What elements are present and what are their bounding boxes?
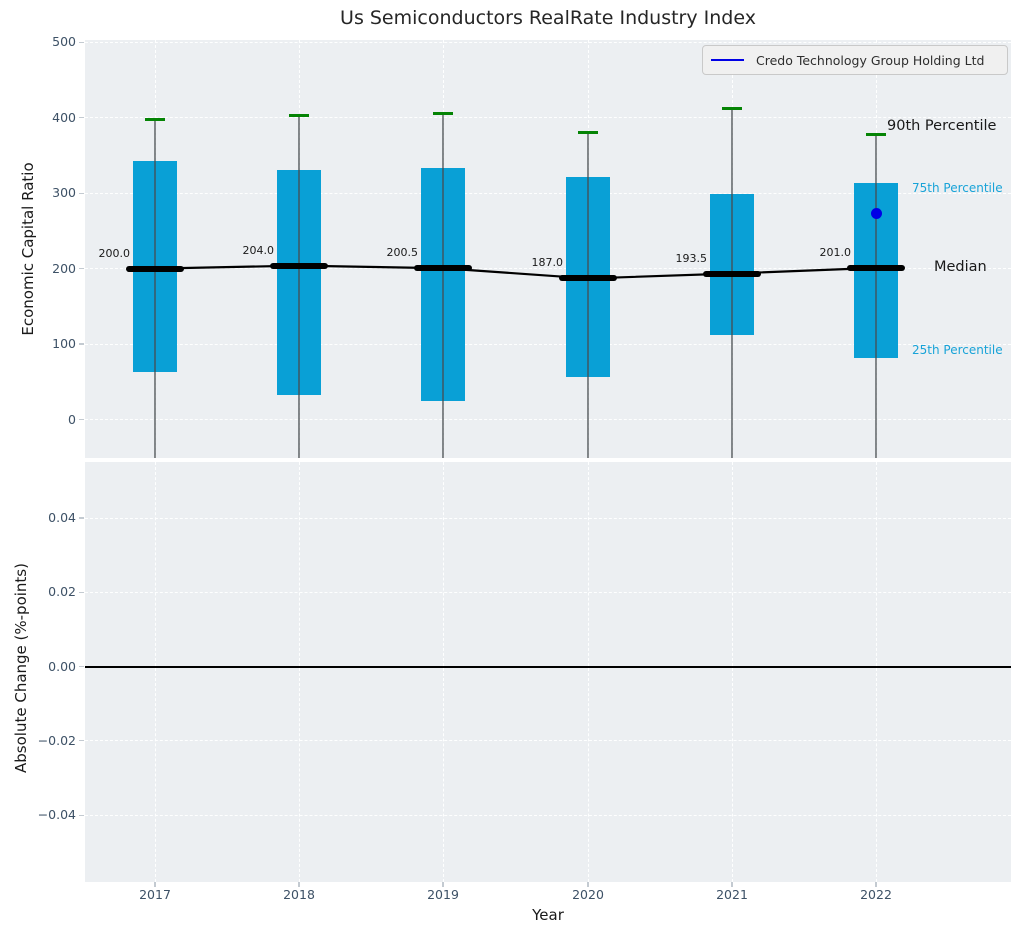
whisker-line-2018 <box>298 115 300 458</box>
x-tick-mark <box>731 882 733 887</box>
gridline-h <box>85 117 1011 119</box>
y-tick-label-bottom: 0.00 <box>48 658 76 674</box>
y-tick-label-top: 500 <box>52 34 76 50</box>
y-tick-label-top: 200 <box>52 260 76 276</box>
whisker-cap-90th-2021 <box>722 107 742 111</box>
y-tick-mark <box>79 117 84 119</box>
zero-change-line <box>85 665 1011 668</box>
y-tick-mark <box>79 517 84 519</box>
x-tick-label-2020: 2020 <box>572 887 604 902</box>
whisker-cap-90th-2020 <box>578 131 598 135</box>
x-axis-label: Year <box>532 906 564 924</box>
gridline-v <box>298 462 300 882</box>
y-tick-mark <box>79 192 84 194</box>
annotation-75th-percentile: 75th Percentile <box>912 181 1003 195</box>
y-tick-mark <box>79 41 84 43</box>
y-axis-label-bottom: Absolute Change (%-points) <box>12 563 30 773</box>
median-segment-2017 <box>126 265 184 272</box>
median-segment-2022 <box>847 264 905 271</box>
gridline-h <box>85 192 1011 194</box>
gridline-h <box>85 740 1011 742</box>
x-tick-mark <box>154 882 156 887</box>
median-segment-2021 <box>703 270 761 277</box>
gridline-v <box>587 462 589 882</box>
gridline-h <box>85 343 1011 345</box>
y-tick-mark <box>79 418 84 421</box>
x-tick-mark <box>298 882 300 887</box>
median-value-label-2022: 201.0 <box>819 245 852 259</box>
y-tick-mark <box>79 740 84 742</box>
x-tick-label-2018: 2018 <box>283 887 315 902</box>
median-segment-2018 <box>270 262 328 269</box>
y-tick-mark <box>79 814 84 816</box>
gridline-v <box>875 462 877 882</box>
whisker-line-2021 <box>731 108 733 458</box>
y-tick-mark <box>79 268 84 270</box>
median-value-label-2020: 187.0 <box>531 256 564 270</box>
y-tick-label-top: 300 <box>52 185 76 201</box>
whisker-cap-90th-2019 <box>433 112 453 116</box>
x-tick-mark <box>442 882 444 887</box>
x-tick-mark <box>875 882 877 887</box>
whisker-line-2020 <box>587 132 589 458</box>
y-tick-mark <box>79 343 84 345</box>
y-tick-label-bottom: 0.02 <box>48 584 76 600</box>
y-tick-label-top: 0 <box>68 411 76 427</box>
whisker-line-2022 <box>875 134 877 458</box>
median-segment-2020 <box>559 275 617 282</box>
y-tick-label-bottom: −0.02 <box>37 732 76 748</box>
y-tick-label-top: 100 <box>52 336 76 352</box>
gridline-h <box>85 814 1011 816</box>
y-tick-label-bottom: 0.04 <box>48 510 76 526</box>
x-tick-label-2022: 2022 <box>860 887 892 902</box>
gridline-h <box>85 268 1011 270</box>
median-segment-2019 <box>414 265 472 272</box>
whisker-line-2017 <box>154 119 156 458</box>
x-tick-label-2019: 2019 <box>427 887 459 902</box>
legend-line-swatch <box>711 58 744 62</box>
annotation-median: Median <box>934 259 987 275</box>
whisker-cap-90th-2017 <box>145 118 165 122</box>
company-point-2022 <box>870 208 882 220</box>
gridline-h <box>85 517 1011 519</box>
bottom-axes-absolute-change <box>85 462 1011 882</box>
whisker-cap-90th-2022 <box>866 132 886 136</box>
x-tick-label-2021: 2021 <box>716 887 748 902</box>
median-value-label-2019: 200.5 <box>386 246 419 260</box>
y-tick-mark <box>79 666 84 668</box>
median-value-label-2021: 193.5 <box>675 251 708 265</box>
legend: Credo Technology Group Holding Ltd <box>702 45 1008 75</box>
y-tick-label-bottom: −0.04 <box>37 807 76 823</box>
gridline-h <box>85 591 1011 593</box>
legend-label: Credo Technology Group Holding Ltd <box>756 52 985 68</box>
gridline-v <box>154 462 156 882</box>
gridline-v <box>731 462 733 882</box>
y-tick-mark <box>79 591 84 593</box>
whisker-line-2019 <box>442 113 444 458</box>
gridline-h <box>85 419 1011 421</box>
annotation-90th-percentile: 90th Percentile <box>887 118 997 134</box>
gridline-v <box>442 462 444 882</box>
top-axes-economic-capital-ratio: 200.0 204.0 200.5 187.0 193.5 201.0 <box>85 40 1011 458</box>
gridline-h <box>85 41 1011 43</box>
median-value-label-2018: 204.0 <box>242 243 275 257</box>
x-tick-mark <box>587 882 589 887</box>
x-tick-label-2017: 2017 <box>139 887 171 902</box>
chart-title: Us Semiconductors RealRate Industry Inde… <box>340 7 756 29</box>
whisker-cap-90th-2018 <box>289 113 309 117</box>
y-tick-label-top: 400 <box>52 109 76 125</box>
annotation-25th-percentile: 25th Percentile <box>912 343 1003 357</box>
median-value-label-2017: 200.0 <box>98 246 131 260</box>
